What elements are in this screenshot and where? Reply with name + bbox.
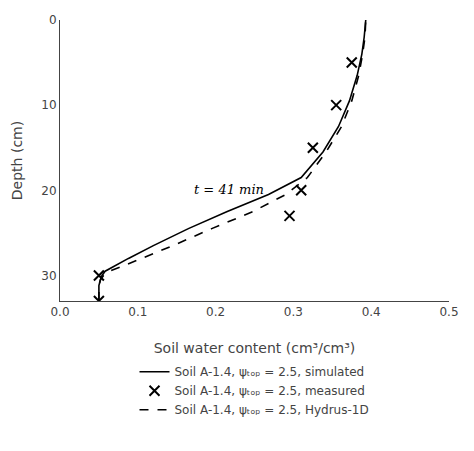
svg-text:0.2: 0.2 (206, 305, 225, 319)
svg-text:30: 30 (41, 269, 56, 283)
svg-text:0.1: 0.1 (128, 305, 147, 319)
svg-text:t = 41 min: t = 41 min (194, 182, 264, 197)
svg-text:0.0: 0.0 (50, 305, 69, 319)
svg-text:Depth (cm): Depth (cm) (9, 121, 25, 200)
svg-text:Soil A-1.4, ψₜₒₚ = 2.5, Hydrus: Soil A-1.4, ψₜₒₚ = 2.5, Hydrus-1D (175, 403, 369, 417)
svg-text:Soil A-1.4, ψₜₒₚ = 2.5, simula: Soil A-1.4, ψₜₒₚ = 2.5, simulated (175, 365, 365, 379)
svg-text:0: 0 (49, 13, 57, 27)
svg-text:20: 20 (41, 184, 56, 198)
svg-text:0.3: 0.3 (284, 305, 303, 319)
svg-text:0.4: 0.4 (362, 305, 381, 319)
svg-text:Soil water content (cm³/cm³): Soil water content (cm³/cm³) (154, 340, 356, 356)
svg-text:10: 10 (41, 98, 56, 112)
svg-text:0.5: 0.5 (439, 305, 458, 319)
svg-text:Soil A-1.4, ψₜₒₚ = 2.5, measur: Soil A-1.4, ψₜₒₚ = 2.5, measured (175, 384, 365, 398)
